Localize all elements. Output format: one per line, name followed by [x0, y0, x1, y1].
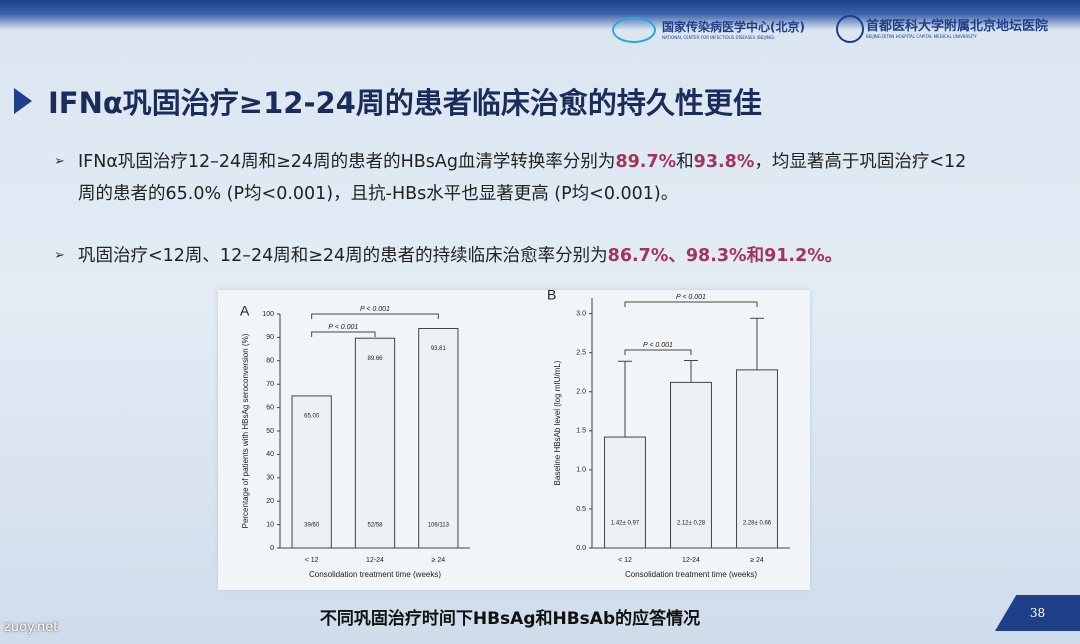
bar — [670, 381, 712, 549]
y-tick-label: 30 — [266, 475, 274, 482]
y-tick-label: 20 — [266, 498, 274, 505]
significance-label: P < 0.001 — [676, 294, 706, 301]
x-tick-label: 12-24 — [366, 557, 384, 564]
x-tick-label: < 12 — [305, 557, 319, 564]
bar — [604, 436, 646, 549]
watermark: zuoy.net — [4, 620, 59, 635]
value-label: 1.42± 0.97 — [611, 521, 640, 527]
value-label: 2.28± 0.66 — [743, 521, 772, 527]
bar — [418, 327, 459, 549]
highlight-text: 93.8% — [693, 152, 755, 172]
bar — [736, 369, 778, 549]
y-tick-label: 2.0 — [576, 389, 586, 396]
y-tick-label: 3.0 — [576, 310, 586, 317]
title-marker — [14, 88, 32, 114]
value-label: 89.66 — [367, 356, 383, 362]
y-tick-label: 0.5 — [576, 506, 586, 513]
y-tick-label: 70 — [266, 381, 274, 388]
significance-bracket — [311, 331, 376, 337]
count-label: 39/60 — [304, 523, 320, 529]
logo-text: 国家传染病医学中心(北京) — [662, 20, 805, 34]
bullet: 巩固治疗<12周、12–24周和≥24周的患者的持续临床治愈率分别为86.7%、… — [54, 240, 978, 272]
significance-bracket — [624, 301, 758, 307]
logo-subtext: BEIJING DITAN HOSPITAL CAPITAL MEDICAL U… — [866, 34, 977, 39]
significance-label: P < 0.001 — [360, 306, 390, 313]
bar — [291, 395, 332, 549]
significance-label: P < 0.001 — [328, 324, 358, 331]
y-tick-label: 40 — [266, 451, 274, 458]
significance-bracket — [311, 313, 439, 319]
significance-bracket — [624, 349, 692, 355]
y-tick-label: 60 — [266, 404, 274, 411]
x-tick-label: ≥ 24 — [750, 557, 764, 564]
panel-label: A — [240, 303, 250, 319]
y-tick-label: 1.0 — [576, 467, 586, 474]
significance-label: P < 0.001 — [643, 342, 673, 349]
y-tick-label: 50 — [266, 428, 274, 435]
y-tick-label: 1.5 — [576, 428, 586, 435]
bullet: IFNα巩固治疗12–24周和≥24周的患者的HBsAg血清学转换率分别为89.… — [54, 146, 978, 210]
slide-title: IFNα巩固治疗≥12-24周的患者临床治愈的持久性更佳 — [48, 86, 762, 120]
logo-subtext: NATIONAL CENTER FOR INFECTIOUS DISEASES … — [662, 35, 775, 40]
x-axis-label: Consolidation treatment time (weeks) — [309, 570, 441, 579]
highlight-text: 86.7%、98.3%和91.2%。 — [607, 246, 843, 266]
bar — [354, 337, 396, 549]
logo-icon — [612, 17, 656, 43]
y-tick-label: 10 — [266, 521, 274, 528]
y-tick-label: 0 — [270, 545, 274, 552]
x-tick-label: 12-24 — [682, 557, 700, 564]
logo-icon — [836, 15, 864, 43]
value-label: 65.00 — [304, 413, 320, 419]
y-axis-label: Percentage of patients with HBsAg seroco… — [241, 333, 250, 528]
bullet-text: ，均显著高于巩固治疗<12周的患者的65.0% (P均<0.001)，且抗-HB… — [78, 152, 967, 204]
bullet-text: 巩固治疗<12周、12–24周和≥24周的患者的持续临床治愈率分别为 — [78, 246, 608, 266]
x-tick-label: ≥ 24 — [432, 557, 446, 564]
y-tick-label: 80 — [266, 358, 274, 365]
value-label: 2.12± 0.28 — [677, 521, 706, 527]
figure-caption: 不同巩固治疗时间下HBsAg和HBsAb的应答情况 — [319, 609, 701, 629]
y-tick-label: 90 — [266, 334, 274, 341]
y-tick-label: 0.0 — [576, 545, 586, 552]
value-label: 93.81 — [431, 346, 447, 352]
count-label: 106/113 — [428, 523, 450, 529]
count-label: 52/58 — [367, 523, 383, 529]
bullet-text: 和 — [676, 152, 694, 172]
highlight-text: 89.7% — [615, 152, 677, 172]
logo-text: 首都医科大学附属北京地坛医院 — [866, 19, 1049, 34]
panel-label: B — [547, 287, 556, 303]
x-axis-label: Consolidation treatment time (weeks) — [625, 570, 757, 579]
y-tick-label: 2.5 — [576, 350, 586, 357]
y-tick-label: 100 — [262, 311, 274, 318]
bullet-text: IFNα巩固治疗12–24周和≥24周的患者的HBsAg血清学转换率分别为 — [78, 152, 616, 172]
y-axis-label: Baseline HBsAb level (log mIU/mL) — [553, 360, 562, 485]
x-tick-label: < 12 — [618, 557, 632, 564]
